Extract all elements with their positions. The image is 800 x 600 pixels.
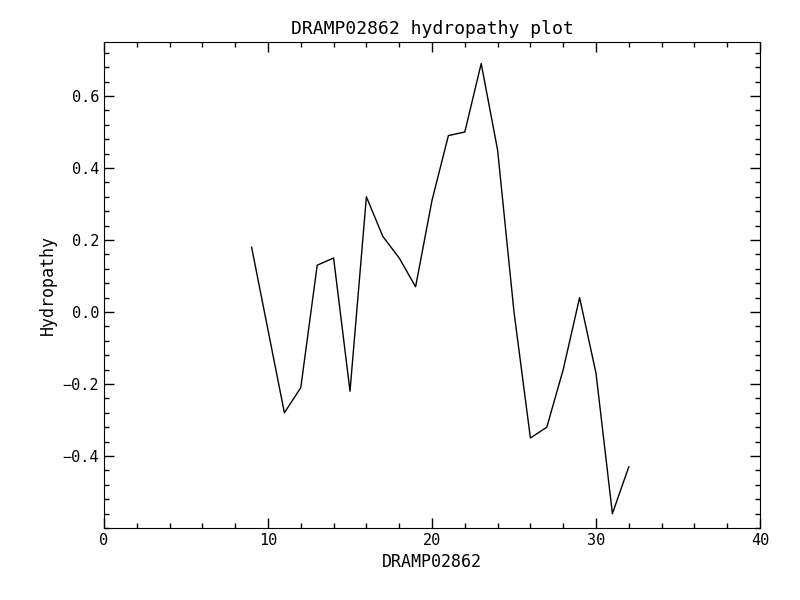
Y-axis label: Hydropathy: Hydropathy [39, 235, 57, 335]
Title: DRAMP02862 hydropathy plot: DRAMP02862 hydropathy plot [290, 20, 574, 38]
X-axis label: DRAMP02862: DRAMP02862 [382, 553, 482, 571]
